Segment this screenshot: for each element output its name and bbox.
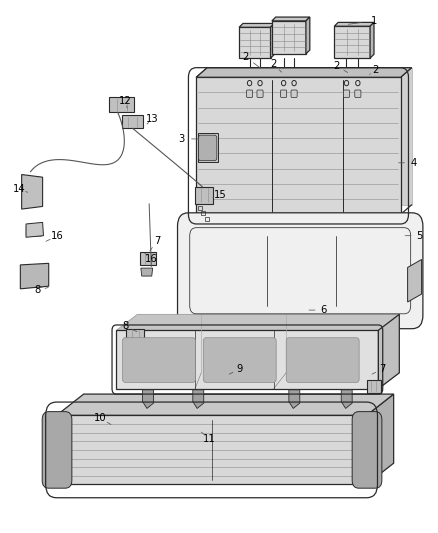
- Text: 3: 3: [179, 134, 185, 144]
- Polygon shape: [127, 329, 144, 342]
- Text: 16: 16: [51, 231, 64, 241]
- Polygon shape: [57, 394, 394, 415]
- Polygon shape: [57, 415, 367, 484]
- FancyBboxPatch shape: [355, 90, 361, 98]
- FancyBboxPatch shape: [343, 90, 350, 98]
- Text: 15: 15: [213, 190, 226, 200]
- Text: 1: 1: [371, 16, 377, 26]
- Polygon shape: [20, 263, 49, 289]
- FancyBboxPatch shape: [286, 338, 359, 382]
- Polygon shape: [306, 17, 310, 54]
- Polygon shape: [26, 222, 43, 237]
- FancyBboxPatch shape: [177, 213, 423, 329]
- Polygon shape: [334, 22, 374, 26]
- Polygon shape: [198, 133, 218, 162]
- Polygon shape: [341, 390, 352, 408]
- Polygon shape: [117, 314, 399, 330]
- Text: 7: 7: [154, 236, 160, 246]
- FancyBboxPatch shape: [23, 276, 43, 287]
- Polygon shape: [193, 390, 204, 408]
- FancyBboxPatch shape: [352, 411, 382, 488]
- Polygon shape: [117, 373, 399, 389]
- Text: 12: 12: [119, 95, 131, 106]
- Text: 7: 7: [380, 364, 386, 374]
- FancyBboxPatch shape: [123, 338, 195, 382]
- Polygon shape: [289, 390, 300, 408]
- Polygon shape: [143, 390, 153, 408]
- FancyBboxPatch shape: [26, 225, 42, 237]
- Text: 6: 6: [321, 305, 327, 315]
- Text: 2: 2: [242, 52, 248, 61]
- Polygon shape: [367, 394, 394, 484]
- FancyBboxPatch shape: [281, 90, 287, 98]
- Polygon shape: [109, 98, 134, 112]
- Text: 9: 9: [237, 364, 243, 374]
- Text: 2: 2: [372, 65, 378, 75]
- FancyBboxPatch shape: [257, 90, 263, 98]
- Polygon shape: [272, 17, 310, 21]
- Text: 2: 2: [334, 61, 340, 70]
- Polygon shape: [140, 252, 156, 265]
- Text: 16: 16: [145, 254, 158, 263]
- Text: 13: 13: [146, 114, 159, 124]
- FancyBboxPatch shape: [247, 90, 253, 98]
- Text: 5: 5: [417, 231, 423, 241]
- Text: 4: 4: [410, 158, 417, 168]
- Text: 11: 11: [203, 434, 216, 445]
- Polygon shape: [272, 21, 306, 54]
- Polygon shape: [408, 260, 422, 302]
- FancyBboxPatch shape: [291, 90, 297, 98]
- Polygon shape: [207, 68, 412, 205]
- Polygon shape: [117, 330, 378, 389]
- FancyBboxPatch shape: [42, 411, 72, 488]
- Polygon shape: [370, 22, 374, 58]
- Polygon shape: [378, 314, 399, 389]
- Polygon shape: [367, 379, 381, 393]
- Polygon shape: [195, 187, 213, 204]
- Text: 2: 2: [270, 60, 277, 69]
- Polygon shape: [196, 77, 401, 214]
- Polygon shape: [239, 23, 275, 27]
- Text: 10: 10: [94, 413, 106, 423]
- Polygon shape: [21, 174, 42, 209]
- Polygon shape: [122, 115, 143, 128]
- Text: 8: 8: [35, 286, 41, 295]
- FancyBboxPatch shape: [203, 338, 276, 382]
- Polygon shape: [239, 27, 271, 58]
- Polygon shape: [271, 23, 275, 58]
- Polygon shape: [334, 26, 370, 58]
- Polygon shape: [196, 68, 412, 77]
- Text: 8: 8: [122, 321, 128, 331]
- FancyBboxPatch shape: [198, 135, 217, 160]
- Polygon shape: [141, 268, 152, 276]
- Text: 14: 14: [13, 184, 25, 195]
